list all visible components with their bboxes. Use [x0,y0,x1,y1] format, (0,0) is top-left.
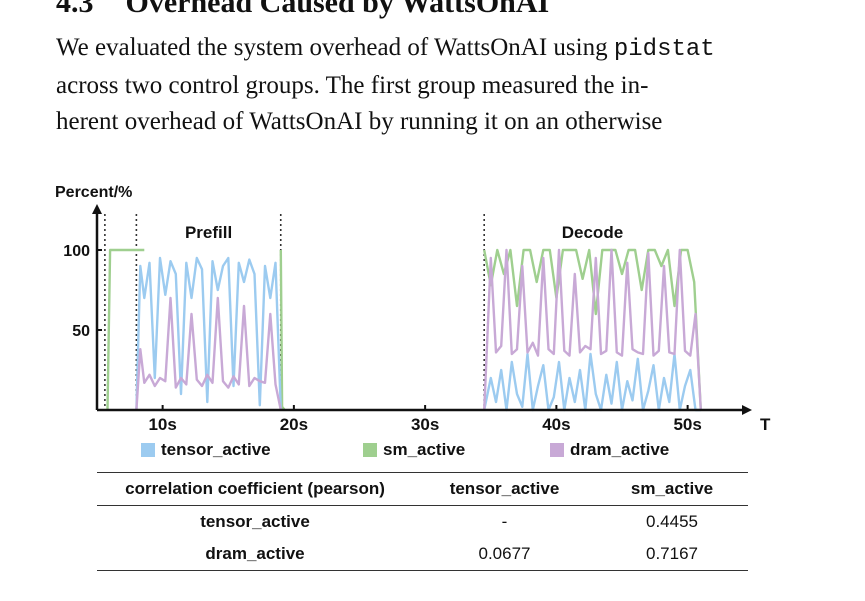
chart-legend: tensor_active sm_active dram_active [0,440,865,464]
utilization-chart: Percent/% 10s 20s 30s 40s 50s 100 50 Prefill De… [55,184,771,434]
y-axis-arrow [92,204,102,214]
paragraph-line-3: herent overhead of WattsOnAI by running … [56,108,663,135]
series-line-dram-active [483,248,702,411]
tick-labels: 10s 20s 30s 40s 50s 100 50 [63,243,702,434]
x-axis-label: T [760,415,771,434]
table-header-row: correlation coefficient (pearson) tensor… [97,472,748,506]
table-cell: dram_active [97,538,413,571]
table-header: correlation coefficient (pearson) [97,472,413,506]
legend-swatch-tensor [141,443,155,457]
x-tick-label: 40s [542,415,570,434]
phase-labels: Prefill Decode [185,223,623,242]
series-layer [106,248,702,412]
legend-swatch-sm [363,443,377,457]
series-line-sm-active [279,249,286,411]
legend-label-sm: sm_active [383,440,466,459]
x-tick-label: 20s [280,415,308,434]
x-axis-arrow [742,405,752,415]
legend-label-tensor: tensor_active [161,440,271,459]
paragraph-text: We evaluated the system overhead of Watt… [56,34,614,61]
y-tick-label: 100 [63,243,90,260]
x-tick-label: 50s [673,415,701,434]
table-header: tensor_active [413,472,596,506]
phase-label: Prefill [185,223,232,242]
paragraph-line-2: across two control groups. The first gro… [56,72,649,99]
section-number: 4.3 [56,0,94,19]
table-cell: 0.7167 [596,538,748,571]
table-row: dram_active 0.0677 0.7167 [97,538,748,571]
table-cell: tensor_active [200,512,310,531]
paragraph-line-1: We evaluated the system overhead of Watt… [56,30,816,68]
series-line-dram-active [135,296,282,411]
legend-item-dram: dram_active [550,440,669,460]
table-cell: 0.4455 [646,512,698,531]
series-line-sm-active [106,248,145,411]
correlation-table: correlation coefficient (pearson) tensor… [97,472,748,571]
code-pidstat: pidstat [613,36,715,63]
section-title: Overhead Caused by WattsOnAI [125,0,550,19]
series-line-tensor-active [135,256,282,411]
axes [92,204,752,415]
phase-markers [104,214,485,410]
y-tick-label: 50 [72,323,90,340]
y-axis-label: Percent/% [55,184,132,201]
table-row: tensor_active - 0.4455 [97,506,748,539]
legend-item-tensor: tensor_active [141,440,271,460]
x-tick-label: 10s [148,415,176,434]
series-line-sm-active [483,248,702,411]
phase-label: Decode [562,223,623,242]
table-cell: 0.0677 [413,538,596,571]
x-tick-label: 30s [411,415,439,434]
legend-item-sm: sm_active [363,440,465,460]
legend-label-dram: dram_active [570,440,670,459]
series-line-tensor-active [483,352,701,412]
legend-swatch-dram [550,443,564,457]
section-heading: 4.3 Overhead Caused by WattsOnAI [56,0,549,20]
table-cell: - [501,512,508,531]
table-header: sm_active [596,472,748,506]
body-paragraph: We evaluated the system overhead of Watt… [56,30,816,140]
